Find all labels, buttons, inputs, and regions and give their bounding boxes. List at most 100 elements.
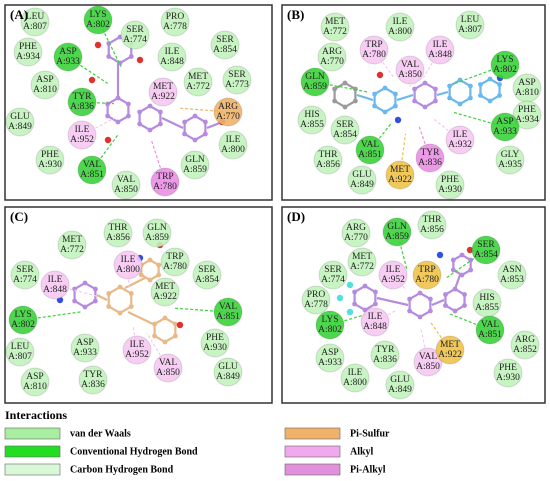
residue-id: A:774 <box>123 35 147 45</box>
residue-node <box>13 37 43 67</box>
residue-name: SER <box>126 25 144 35</box>
residue-id: A:780 <box>415 275 439 285</box>
ligand-atom <box>342 104 348 110</box>
ligand-atom <box>447 95 453 101</box>
ligand-atom <box>352 289 358 295</box>
residue-id: A:836 <box>70 102 94 112</box>
ligand-atom <box>443 292 448 297</box>
ligand-atom <box>172 321 178 327</box>
ligand-atom <box>459 272 465 278</box>
residue-node <box>5 107 35 137</box>
residue-node <box>417 210 447 240</box>
residue-node <box>40 270 70 300</box>
ligand-atom <box>147 127 153 133</box>
residue-id: A:855 <box>300 120 324 130</box>
interaction-line <box>97 19 122 68</box>
residue-name: THR <box>319 150 339 160</box>
residue-id: A:780 <box>153 182 177 192</box>
legend-label: Conventional Hydrogen Bond <box>70 446 198 457</box>
residue-id: A:850 <box>398 70 422 80</box>
ligand-atom <box>450 267 456 273</box>
ligand-atom <box>106 41 112 46</box>
residue-name: GLU <box>218 362 238 372</box>
residue-id: A:849 <box>216 372 240 382</box>
residue-node <box>103 218 133 248</box>
residue-id: A:854 <box>195 275 219 285</box>
ligand-atom <box>92 298 98 304</box>
residue-name: MET <box>62 235 82 245</box>
ligand-atom <box>182 131 188 137</box>
residue-id: A:922 <box>388 175 412 185</box>
ligand-atom <box>106 304 112 309</box>
ligand-atom <box>136 56 144 64</box>
ligand-atom <box>202 131 208 137</box>
residue-node <box>475 315 505 345</box>
residue-name: MET <box>188 72 208 82</box>
ligand-atom <box>372 103 378 109</box>
residue-id: A:800 <box>388 27 412 37</box>
residue-name: LEU <box>26 12 45 22</box>
residue-id: A:852 <box>513 345 537 355</box>
residue-id: A:850 <box>156 368 180 378</box>
ligand-bond <box>436 90 449 97</box>
ligand-atom <box>432 98 438 104</box>
legend-label: Alkyl <box>350 446 374 457</box>
panel-frame <box>281 206 546 404</box>
ligand-atom <box>106 54 112 59</box>
panel-frame <box>281 4 546 201</box>
ligand-atom <box>352 98 358 104</box>
ligand-atom <box>72 298 78 304</box>
residue-name: MET <box>325 17 345 27</box>
residue-node <box>122 335 152 365</box>
residue-node <box>315 343 345 373</box>
ligand-atom <box>105 113 111 119</box>
residue-node <box>510 330 540 360</box>
residue-node <box>347 247 377 277</box>
residue-name: VAL <box>419 352 437 362</box>
residue-node <box>148 77 178 107</box>
residue-node <box>318 260 348 290</box>
residue-name: PRO <box>307 290 326 300</box>
residue-name: PHE <box>499 363 517 373</box>
residue-node <box>83 5 113 35</box>
residue-node <box>435 335 465 365</box>
residue-name: ASP <box>36 75 53 85</box>
ligand-atom <box>392 103 398 109</box>
residue-id: A:933 <box>56 57 80 67</box>
legend-swatch <box>284 445 341 458</box>
residue-name: ASP <box>321 348 338 358</box>
ligand-bond <box>376 296 409 307</box>
residue-node <box>297 105 327 135</box>
ligand-bond <box>453 274 462 290</box>
residue-name: ILE <box>348 368 363 378</box>
residue-name: GLU <box>10 112 30 122</box>
residue-id: A:802 <box>493 65 517 75</box>
residue-name: PHE <box>41 150 59 160</box>
residue-name: GLN <box>147 223 167 233</box>
residue-name: ASN <box>502 265 521 275</box>
residue-node <box>120 20 150 50</box>
ligand-atom <box>172 333 178 339</box>
interaction-line <box>174 307 229 313</box>
residue-node <box>490 50 520 80</box>
residue-name: ILE <box>130 340 145 350</box>
residue-name: LYS <box>497 55 514 65</box>
residue-id: A:934 <box>16 52 40 62</box>
residue-id: A:850 <box>416 362 440 372</box>
ligand-ring <box>140 258 160 282</box>
residue-name: HIS <box>479 293 494 303</box>
residue-name: GLN <box>305 72 325 82</box>
residue-node <box>425 35 455 65</box>
residue-id: A:800 <box>221 145 245 155</box>
ligand-atom <box>128 291 134 296</box>
residue-node <box>317 42 347 72</box>
residue-id: A:800 <box>343 378 367 388</box>
residue-name: PHE <box>206 333 224 343</box>
ligand-ring <box>153 316 177 344</box>
ligand-atom <box>412 86 418 92</box>
residue-id: A:933 <box>318 358 342 368</box>
ligand-atom <box>176 321 184 329</box>
ligand-atom <box>342 80 348 86</box>
residue-name: SER <box>477 240 495 250</box>
residue-name: ILE <box>226 135 241 145</box>
